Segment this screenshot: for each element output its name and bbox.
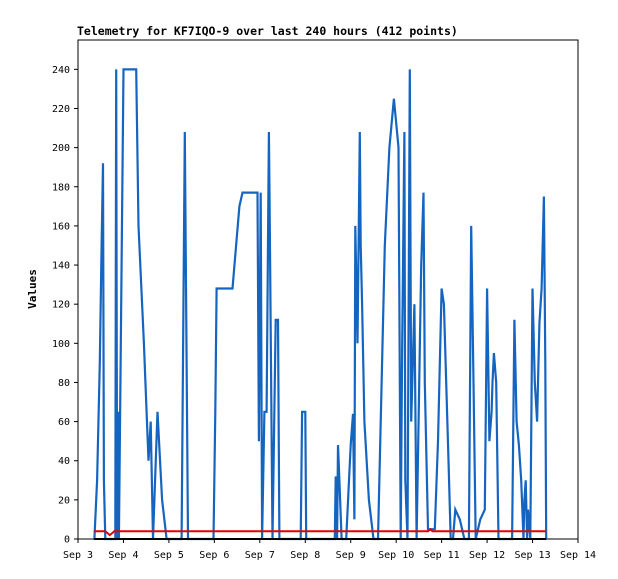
y-tick-label: 0 [64, 535, 70, 546]
x-tick-label: Sep 13 [514, 550, 550, 561]
x-tick-label: Sep 3 [63, 550, 93, 561]
x-axis: Sep 3 Sep 4 Sep 5 Sep 6 Sep 7 Sep 8 Sep 9 Sep 1… [63, 539, 596, 561]
y-tick-label: 20 [58, 495, 70, 506]
y-tick-label: 220 [52, 104, 70, 115]
series-line-0 [93, 68, 548, 541]
y-tick-label: 160 [52, 221, 70, 232]
y-tick-label: 60 [58, 417, 70, 428]
y-tick-label: 180 [52, 182, 70, 193]
y-tick-label: 120 [52, 300, 70, 311]
x-tick-label: Sep 11 [424, 550, 460, 561]
y-tick-label: 200 [52, 143, 70, 154]
x-tick-label: Sep 4 [108, 550, 138, 561]
x-tick-label: Sep 6 [199, 550, 229, 561]
y-tick-label: 80 [58, 378, 70, 389]
series-line-1 [93, 527, 547, 537]
chart-title: Telemetry for KF7IQO-9 over last 240 hou… [77, 24, 458, 38]
x-tick-label: Sep 9 [336, 550, 366, 561]
y-tick-label: 100 [52, 339, 70, 350]
x-tick-label: Sep 10 [378, 550, 414, 561]
y-tick-label: 40 [58, 456, 70, 467]
y-tick-label: 240 [52, 65, 70, 76]
plot-frame [77, 39, 579, 540]
x-tick-label: Sep 12 [469, 550, 505, 561]
x-tick-label: Sep 14 [560, 550, 596, 561]
series-layer [93, 68, 548, 541]
x-tick-label: Sep 8 [290, 550, 320, 561]
x-tick-label: Sep 7 [245, 550, 275, 561]
y-axis-label: Values [26, 269, 39, 309]
y-axis: 0 20 40 60 80 100 120 140 160 180 200 220 240 [52, 65, 78, 546]
y-tick-label: 140 [52, 261, 70, 272]
x-tick-label: Sep 5 [154, 550, 184, 561]
